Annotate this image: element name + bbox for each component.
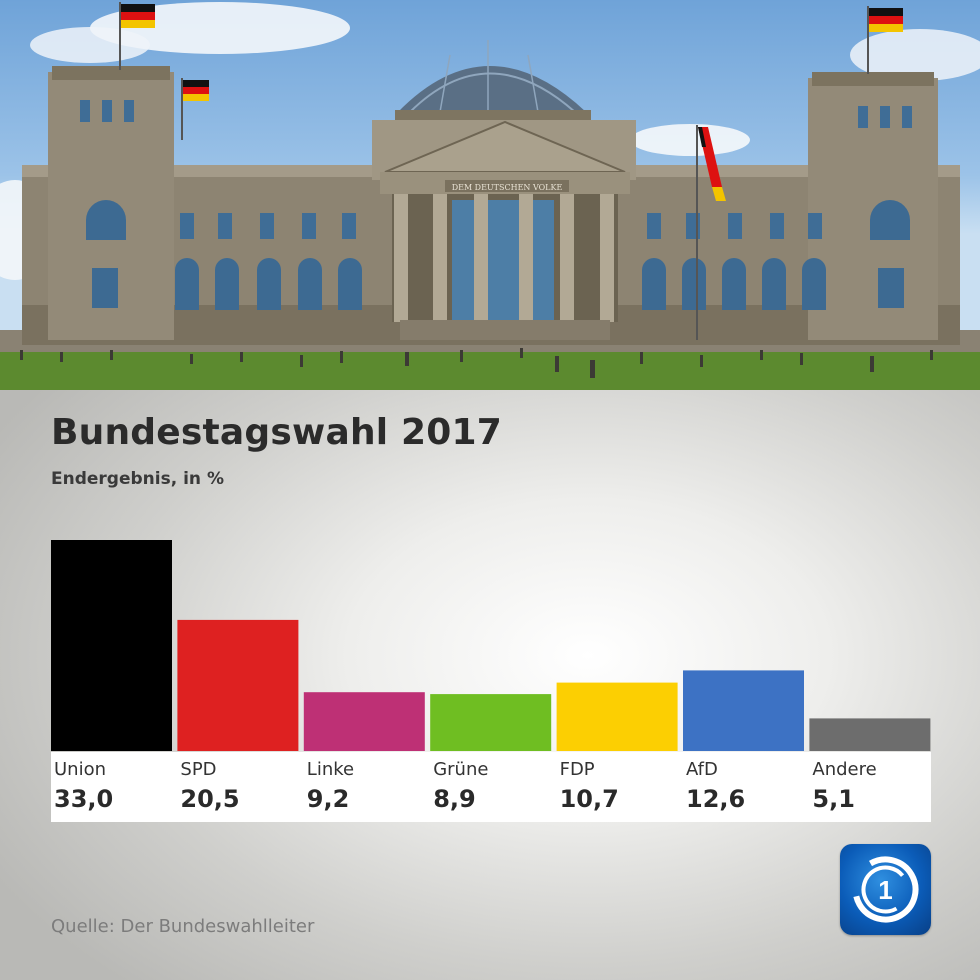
tagesschau-logo-icon: 1	[840, 844, 931, 935]
value-label: 9,2	[306, 785, 350, 813]
category-label: AfD	[686, 759, 718, 780]
category-label: Grüne	[433, 759, 489, 780]
bar-union	[51, 540, 172, 751]
category-label: SPD	[180, 759, 217, 780]
bar-afd	[683, 670, 804, 751]
value-label: 8,9	[433, 785, 476, 813]
value-label: 33,0	[54, 785, 114, 813]
value-label: 12,6	[686, 785, 746, 813]
bar-fdp	[556, 682, 678, 751]
bar-spd	[177, 619, 299, 751]
category-label: Union	[54, 759, 107, 780]
bar-grüne	[430, 694, 552, 751]
chart-title: Bundestagswahl 2017	[51, 412, 503, 453]
source-note: Quelle: Der Bundeswahlleiter	[51, 916, 315, 937]
category-label: FDP	[559, 759, 595, 780]
value-label: 5,1	[812, 785, 855, 813]
value-label: 20,5	[180, 785, 240, 813]
logo-mark: 1	[878, 875, 892, 905]
bar-andere	[809, 718, 931, 751]
category-label: Linke	[306, 759, 355, 780]
chart-subtitle: Endergebnis, in %	[51, 469, 224, 489]
value-label: 10,7	[559, 785, 619, 813]
inscription-text: DEM DEUTSCHEN VOLKE	[452, 183, 563, 192]
category-label: Andere	[812, 759, 877, 780]
label-strip	[51, 752, 931, 822]
reichstag-photo: DEM DEUTSCHEN VOLKE	[0, 0, 980, 390]
bar-linke	[303, 692, 425, 751]
